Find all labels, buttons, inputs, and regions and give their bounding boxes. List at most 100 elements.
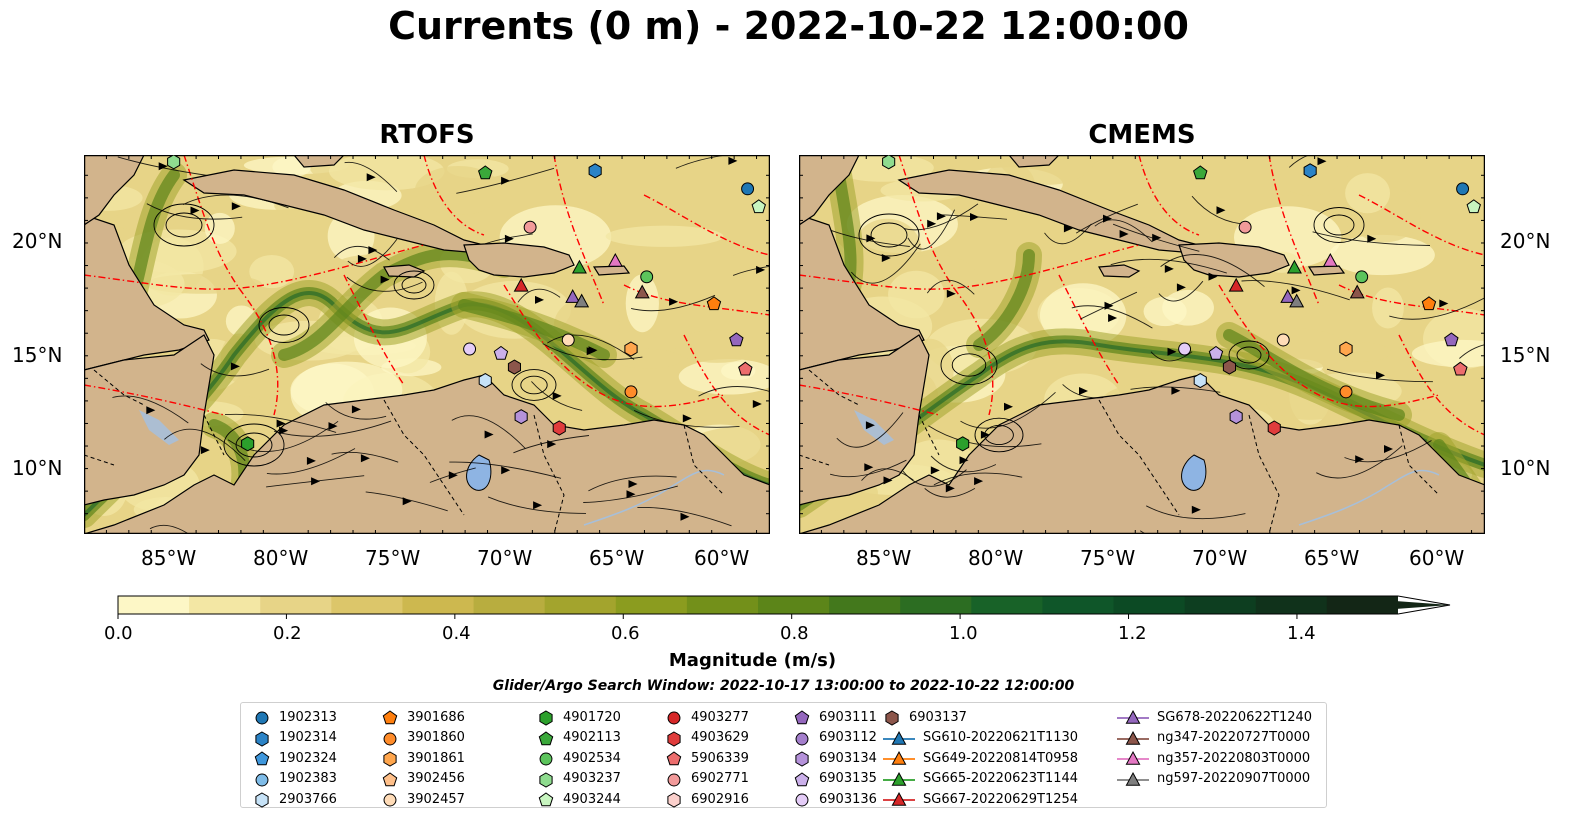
map-marker-6903134 <box>1229 409 1243 425</box>
map-panel-rtofs <box>84 155 770 534</box>
legend-label: 6903137 <box>909 709 967 725</box>
circle-marker-icon <box>667 711 681 725</box>
legend-item: 4902113 <box>537 728 621 748</box>
triangle-marker-icon <box>883 791 915 806</box>
legend-label: 4902113 <box>563 730 621 745</box>
legend-item: 6903137 <box>883 707 967 727</box>
legend-item: 3901860 <box>381 728 465 748</box>
pentagon-marker-icon <box>794 710 810 725</box>
hexagon-marker-icon <box>667 730 681 747</box>
legend-item: 3902456 <box>381 769 465 789</box>
map-marker-6903134 <box>514 409 528 425</box>
legend-label: 3902457 <box>407 791 465 807</box>
map-marker-6902771 <box>1238 220 1252 234</box>
legend-label: 6903111 <box>819 709 877 725</box>
legend-label: 5906339 <box>691 750 749 766</box>
legend-label: 3902456 <box>407 771 465 786</box>
legend-item: SG678-20220622T1240 <box>1117 707 1312 727</box>
map-marker-ng357 <box>607 252 623 267</box>
legend-item: 4903629 <box>665 728 749 748</box>
lon-tick-left-65w: 65°W <box>589 546 645 570</box>
map-marker-4901720 <box>956 436 970 452</box>
map-marker-4903244 <box>1466 199 1481 214</box>
lat-tick-left-10n: 10°N <box>12 456 63 480</box>
main-title: Currents (0 m) - 2022-10-22 12:00:00 <box>388 4 1189 48</box>
map-marker-4902534 <box>1355 270 1369 284</box>
pentagon-marker-icon <box>794 771 810 786</box>
lon-tick-right-70w: 70°W <box>1192 546 1248 570</box>
cbar-tick-0-0: 0.0 <box>104 623 133 644</box>
legend-label: SG665-20220623T1144 <box>923 771 1079 786</box>
map-marker-6903137 <box>507 359 521 375</box>
legend-label: 4903629 <box>691 730 749 745</box>
triangle-marker-icon <box>883 771 915 786</box>
legend-item: 3901861 <box>381 748 465 768</box>
map-marker-2903766 <box>1193 373 1207 389</box>
map-marker-4903629 <box>552 420 566 436</box>
cbar-tick-0-2: 0.2 <box>273 623 302 644</box>
legend-item: 3901686 <box>381 707 465 727</box>
legend-label: 2903766 <box>279 791 337 807</box>
map-marker-ng597 <box>574 293 590 308</box>
map-marker-SG678 <box>1280 289 1296 303</box>
legend-item: 6903134 <box>793 748 877 768</box>
map-marker-SG665 <box>571 259 587 274</box>
legend-label: ng597-20220907T0000 <box>1157 771 1311 786</box>
legend-item: 1902383 <box>253 769 337 789</box>
legend-item: 4902534 <box>537 748 621 768</box>
cbar-tick-1-4: 1.4 <box>1287 623 1316 644</box>
circle-marker-icon <box>539 752 553 766</box>
lon-tick-right-85w: 85°W <box>856 546 912 570</box>
map-marker-3901686 <box>706 296 722 311</box>
map-panel-cmems <box>799 155 1485 534</box>
legend-item: 6902771 <box>665 769 749 789</box>
panel-title-rtofs: RTOFS <box>379 120 475 150</box>
map-marker-3902457 <box>1276 333 1290 347</box>
hexagon-marker-icon <box>383 751 397 767</box>
colorbar-label: Magnitude (m/s) <box>668 650 837 671</box>
map-marker-3902457 <box>561 333 575 347</box>
circle-marker-icon <box>795 793 809 807</box>
hexagon-marker-icon <box>795 751 809 767</box>
map-marker-5906339 <box>738 361 753 376</box>
legend-item: 6903136 <box>793 789 877 809</box>
map-marker-5906339 <box>1453 361 1468 376</box>
triangle-marker-icon <box>883 750 915 765</box>
legend-label: 3901861 <box>407 750 465 766</box>
legend-item: 4903277 <box>665 707 749 727</box>
legend-item: ng597-20220907T0000 <box>1117 769 1310 789</box>
lat-tick-left-20n: 20°N <box>12 229 63 253</box>
legend-item: 2903766 <box>253 789 337 809</box>
triangle-marker-icon <box>1117 750 1149 765</box>
map-marker-SG665 <box>1286 259 1302 274</box>
lon-tick-left-85w: 85°W <box>141 546 197 570</box>
cbar-tick-1-2: 1.2 <box>1118 623 1147 644</box>
hexagon-marker-icon <box>255 792 269 808</box>
legend-item: 4903244 <box>537 789 621 809</box>
cbar-tick-0-6: 0.6 <box>611 623 640 644</box>
circle-marker-icon <box>255 711 269 725</box>
map-marker-SG667 <box>1228 277 1244 292</box>
map-marker-3901861 <box>1339 341 1353 357</box>
cbar-tick-0-4: 0.4 <box>442 623 471 644</box>
pentagon-marker-icon <box>382 710 398 725</box>
map-marker-2903766 <box>478 373 492 389</box>
circle-marker-icon <box>667 773 681 786</box>
legend-label: 4903237 <box>563 771 621 786</box>
circle-marker-icon <box>383 793 397 807</box>
legend-label: 6903112 <box>819 730 877 745</box>
hexagon-marker-icon <box>255 730 269 747</box>
legend-label: 6903136 <box>819 791 877 807</box>
circle-marker-icon <box>255 773 269 786</box>
map-marker-6903136 <box>1178 342 1192 356</box>
lon-tick-right-65w: 65°W <box>1304 546 1360 570</box>
triangle-marker-icon <box>1117 771 1149 786</box>
legend-label: 1902313 <box>279 709 337 725</box>
pentagon-marker-icon <box>538 792 554 807</box>
map-marker-4902113 <box>1193 165 1208 180</box>
legend-label: SG610-20220621T1130 <box>923 730 1079 745</box>
pentagon-marker-icon <box>666 751 682 766</box>
legend-item: SG610-20220621T1130 <box>883 728 1078 748</box>
legend-label: 6903135 <box>819 771 877 786</box>
map-marker-6903136 <box>463 342 477 356</box>
